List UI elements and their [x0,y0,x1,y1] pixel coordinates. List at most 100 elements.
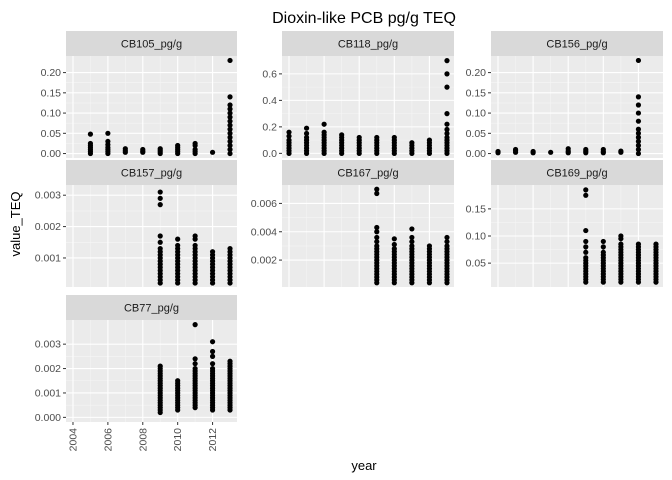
data-point [530,148,536,155]
data-point [374,229,380,235]
y-tick-label: 0.20 [41,67,62,79]
data-point [391,241,397,248]
data-point [635,118,642,124]
chart-title: Dioxin-like PCB pg/g TEQ [272,10,456,27]
data-point [374,234,380,241]
data-point [374,190,380,197]
data-point [157,245,163,252]
data-point [157,195,163,201]
y-tick-label: 0.0 [262,148,277,160]
y-tick-label: 0.20 [466,67,487,79]
x-axis-title: year [351,458,377,473]
data-point [227,118,233,124]
y-tick-label: 0.00 [466,148,487,160]
x-tick-label: 2012 [207,428,219,452]
data-point [87,131,94,137]
data-point [227,134,233,140]
data-point [227,126,233,132]
strip-cb77-pg-g [66,295,237,320]
data-point [600,249,606,255]
y-tick-label: 0.003 [35,190,61,202]
y-tick-label: 0.006 [251,198,277,210]
data-point [227,142,233,149]
data-point [583,227,589,234]
data-point [374,243,380,249]
data-point [444,111,450,117]
data-point [192,140,198,147]
data-point [175,236,181,242]
data-point [512,146,519,153]
data-point [426,137,433,143]
data-point [444,130,450,137]
data-point [444,239,450,245]
data-point [635,241,642,247]
data-point [618,233,624,239]
panel-cb118-pg-g: CB118_pg/g 0.0 0.2 0.4 0.6 [262,31,454,160]
data-point [286,129,292,135]
strip-cb156-pg-g [491,31,663,56]
data-point [374,134,380,141]
data-point [105,130,111,136]
data-point [339,132,345,138]
data-point [209,348,216,355]
data-point [227,114,233,120]
data-point [227,102,233,108]
data-point [444,243,450,249]
data-point [209,353,216,359]
data-point [635,94,642,100]
x-tick-label: 2008 [137,428,149,452]
strip-label-cb156-pg-g: CB156_pg/g [546,39,607,51]
strip-cb118-pg-g [282,31,454,56]
data-point [409,243,415,249]
data-point [635,130,642,136]
data-point [321,121,327,127]
y-tick-label: 0.15 [41,87,62,99]
data-point [583,146,589,153]
data-point [227,150,233,157]
data-point [209,339,216,345]
y-tick-label: 0.004 [251,226,277,238]
data-point [227,106,233,112]
data-point [583,255,589,261]
data-point [495,148,501,155]
strip-cb157-pg-g [66,160,237,185]
data-point [444,58,450,64]
data-point [391,246,397,252]
data-point [321,129,327,135]
data-point [209,249,216,255]
panel-cb77-pg-g: CB77_pg/g 0.000 0.001 0.002 0.003 2004 2006 200… [35,295,237,451]
data-point [303,134,310,141]
panel-cb167-pg-g: CB167_pg/g 0.002 0.004 0.006 [251,160,454,287]
data-point [583,187,589,193]
panel-bg-cb157-pg-g [66,185,237,287]
strip-label-cb105-pg-g: CB105_pg/g [121,39,182,51]
data-point [157,239,163,245]
data-point [635,102,642,108]
x-tick-label: 2004 [67,428,79,452]
data-point [303,125,310,131]
data-point [192,242,198,249]
y-tick-label: 0.15 [466,203,487,215]
data-point [192,146,198,153]
data-point [444,126,450,133]
data-point [157,363,163,369]
data-point [548,149,554,155]
data-point [192,322,198,328]
data-point [444,121,450,127]
data-point [157,146,163,152]
data-point [583,249,589,255]
y-tick-label: 0.4 [262,95,277,107]
y-tick-label: 0.2 [262,121,277,133]
y-tick-label: 0.000 [35,412,61,424]
data-point [600,244,606,250]
panel-cb157-pg-g: CB157_pg/g 0.001 0.002 0.003 [35,160,237,287]
data-point [583,244,589,250]
data-point [286,133,292,139]
y-tick-label: 0.05 [41,128,62,140]
data-point [175,142,181,149]
data-point [583,192,589,198]
data-point [444,71,450,77]
data-point [600,238,606,245]
data-point [227,138,233,145]
